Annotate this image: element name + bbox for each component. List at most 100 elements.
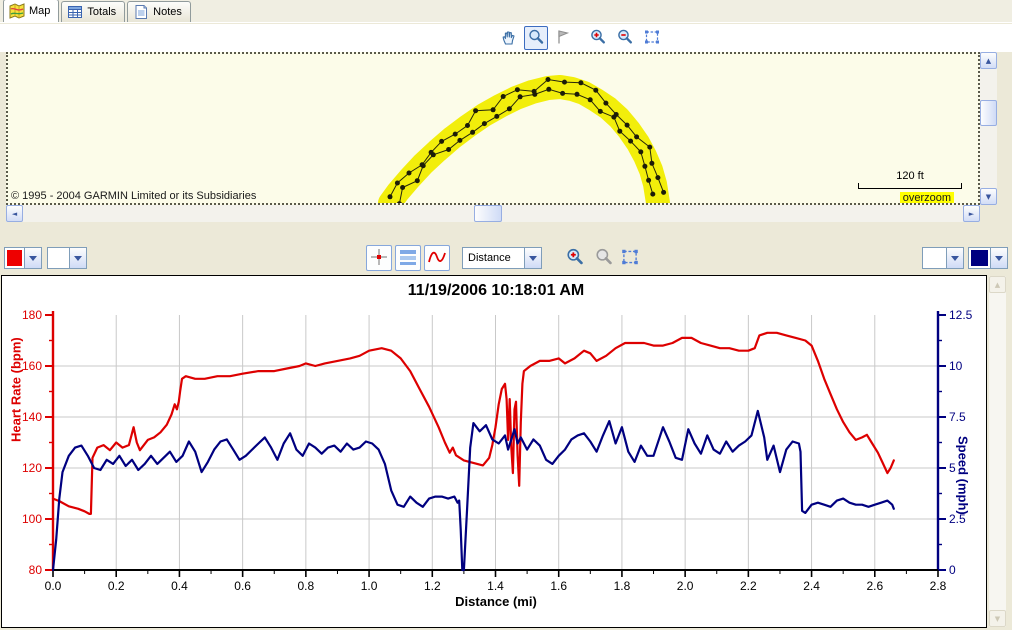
svg-text:1.4: 1.4 [487, 579, 504, 593]
svg-text:1.2: 1.2 [424, 579, 441, 593]
tab-totals-label: Totals [87, 6, 117, 18]
svg-text:2.0: 2.0 [677, 579, 694, 593]
chart-vertical-scrollbar: ▲ ▼ [989, 276, 1006, 627]
tab-notes-label: Notes [153, 6, 182, 18]
scrollbar-corner [980, 205, 997, 222]
svg-text:1.8: 1.8 [614, 579, 631, 593]
zoom-out-disabled-icon [594, 247, 614, 270]
chevron-down-icon[interactable] [24, 248, 41, 268]
bands-icon [398, 247, 418, 270]
bands-mode-button[interactable] [395, 245, 421, 271]
map-zoom-out-button[interactable] [613, 26, 637, 50]
chart-panel[interactable]: 80 100 120 140 160 180 0 2.5 5 7.5 10 12.5 0.0 0.2 0.4… [1, 275, 987, 628]
svg-text:0.8: 0.8 [298, 579, 315, 593]
map-scale-label: 120 ft [896, 170, 924, 182]
svg-text:2.8: 2.8 [930, 579, 947, 593]
svg-text:1.6: 1.6 [550, 579, 567, 593]
svg-text:0.0: 0.0 [45, 579, 62, 593]
zoom-in-icon [589, 28, 607, 49]
map-overzoom-badge: overzoom [899, 192, 954, 203]
map-icon [9, 3, 25, 19]
map-hscroll-thumb[interactable] [474, 205, 502, 222]
chart-plot[interactable]: 80 100 120 140 160 180 0 2.5 5 7.5 10 12.5 0.0 0.2 0.4… [2, 276, 985, 627]
svg-text:180: 180 [22, 308, 42, 322]
crosshair-mode-button[interactable] [366, 245, 392, 271]
tab-strip: Map Totals Notes [0, 0, 1012, 23]
flag-button[interactable] [551, 26, 575, 50]
chevron-down-icon[interactable] [990, 248, 1007, 268]
left-series-color-swatch [7, 250, 22, 266]
zoom-region-icon [643, 28, 661, 49]
svg-text:2.2: 2.2 [740, 579, 757, 593]
svg-text:2.6: 2.6 [866, 579, 883, 593]
map-panel: © 1995 - 2004 GARMIN Limited or its Subs… [6, 52, 997, 222]
wave-mode-button[interactable] [424, 245, 450, 271]
map-scale-bar [858, 183, 962, 189]
zoom-select-button[interactable] [524, 26, 548, 50]
svg-text:160: 160 [22, 359, 42, 373]
map-track [378, 75, 670, 203]
chart-zoom-region-button[interactable] [618, 246, 642, 270]
svg-text:0.2: 0.2 [108, 579, 125, 593]
svg-text:100: 100 [22, 512, 42, 526]
chevron-down-icon[interactable] [946, 248, 963, 268]
map-vscroll-thumb[interactable] [980, 100, 997, 126]
x-axis-title: Distance (mi) [455, 594, 537, 609]
x-axis-field-select[interactable]: Distance [462, 247, 542, 269]
chart-zoom-in-button[interactable] [563, 246, 587, 270]
crosshair-icon [369, 247, 389, 270]
chevron-down-icon[interactable] [524, 248, 541, 268]
pan-hand-button[interactable] [497, 26, 521, 50]
tab-map-label: Map [29, 5, 51, 17]
left-series-color-select[interactable] [4, 247, 42, 269]
svg-text:5: 5 [949, 461, 956, 475]
svg-text:140: 140 [22, 410, 42, 424]
zoom-in-icon [565, 247, 585, 270]
zoom-out-icon [616, 28, 634, 49]
tab-totals[interactable]: Totals [61, 1, 126, 22]
scroll-down-icon: ▼ [989, 610, 1006, 627]
right-series-color-select[interactable] [968, 247, 1008, 269]
svg-text:0.6: 0.6 [234, 579, 251, 593]
map-vertical-scrollbar[interactable]: ▲ ▼ [980, 52, 997, 205]
svg-text:0: 0 [949, 563, 956, 577]
tab-map[interactable]: Map [3, 0, 60, 22]
scroll-right-icon[interactable]: ► [963, 205, 980, 222]
left-series-select[interactable] [47, 247, 87, 269]
svg-text:120: 120 [22, 461, 42, 475]
chevron-down-icon[interactable] [69, 248, 86, 268]
zoom-region-icon [620, 247, 640, 270]
wave-icon [427, 247, 447, 270]
totals-icon [67, 4, 83, 20]
scroll-down-icon[interactable]: ▼ [980, 188, 997, 205]
map-view[interactable]: © 1995 - 2004 GARMIN Limited or its Subs… [6, 52, 980, 205]
chart-zoom-out-button[interactable] [592, 246, 616, 270]
notes-icon [133, 4, 149, 20]
flag-icon [554, 28, 572, 49]
map-zoom-in-button[interactable] [586, 26, 610, 50]
map-zoom-region-button[interactable] [640, 26, 664, 50]
chart-title: 11/19/2006 10:18:01 AM [407, 282, 585, 299]
map-toolbar [0, 24, 1012, 52]
tab-notes[interactable]: Notes [127, 1, 191, 22]
svg-text:12.5: 12.5 [949, 308, 973, 322]
scroll-up-icon[interactable]: ▲ [980, 52, 997, 69]
right-series-select[interactable] [922, 247, 964, 269]
svg-text:0.4: 0.4 [171, 579, 188, 593]
zoom-select-icon [527, 28, 545, 49]
map-copyright: © 1995 - 2004 GARMIN Limited or its Subs… [11, 190, 257, 202]
map-horizontal-scrollbar[interactable]: ◄ ► [6, 205, 980, 222]
scroll-left-icon[interactable]: ◄ [6, 205, 23, 222]
svg-text:80: 80 [29, 563, 43, 577]
x-axis-field-value: Distance [468, 252, 511, 264]
svg-text:7.5: 7.5 [949, 410, 966, 424]
right-series-color-swatch [971, 250, 988, 266]
svg-text:2.4: 2.4 [803, 579, 820, 593]
scroll-up-icon: ▲ [989, 276, 1006, 293]
chart-toolbar: Distance [0, 240, 1012, 274]
svg-text:1.0: 1.0 [361, 579, 378, 593]
svg-text:10: 10 [949, 359, 963, 373]
svg-text:2.5: 2.5 [949, 512, 966, 526]
map-scale: 120 ft [858, 170, 962, 189]
